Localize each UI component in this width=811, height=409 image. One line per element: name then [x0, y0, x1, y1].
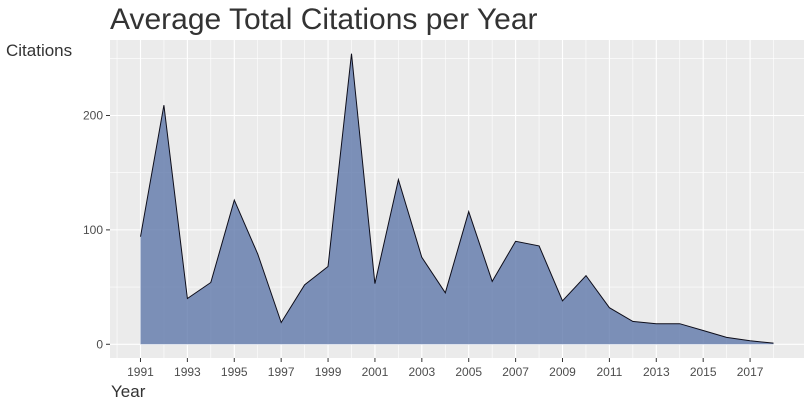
- chart-title: Average Total Citations per Year: [110, 3, 538, 36]
- y-tick-label: 0: [96, 337, 103, 351]
- y-tick-label: 100: [83, 223, 103, 237]
- axis-ticks: [106, 114, 751, 362]
- x-axis-title: Year: [111, 382, 146, 401]
- x-tick-label: 1999: [315, 365, 342, 379]
- x-tick-labels: 1991 1993 1995 1997 1999 2001 2003 2005 2007 2009…: [127, 365, 764, 379]
- area-fill: [140, 53, 774, 345]
- x-tick-label: 2015: [690, 365, 717, 379]
- x-tick-label: 1991: [127, 365, 154, 379]
- x-tick-label: 2013: [643, 365, 670, 379]
- x-tick-label: 2001: [362, 365, 389, 379]
- x-tick-label: 1995: [221, 365, 248, 379]
- y-tick-label: 200: [83, 108, 103, 122]
- x-tick-label: 2009: [549, 365, 576, 379]
- x-tick-label: 2003: [408, 365, 435, 379]
- y-axis-title: Citations: [6, 41, 73, 60]
- x-tick-label: 1993: [174, 365, 201, 379]
- x-tick-label: 2017: [737, 365, 764, 379]
- x-tick-label: 1997: [268, 365, 295, 379]
- x-tick-label: 2011: [596, 365, 622, 379]
- y-tick-labels: 0 100 200: [83, 108, 103, 351]
- x-tick-label: 2007: [502, 365, 529, 379]
- series-line: [140, 53, 774, 344]
- x-tick-label: 2005: [455, 365, 482, 379]
